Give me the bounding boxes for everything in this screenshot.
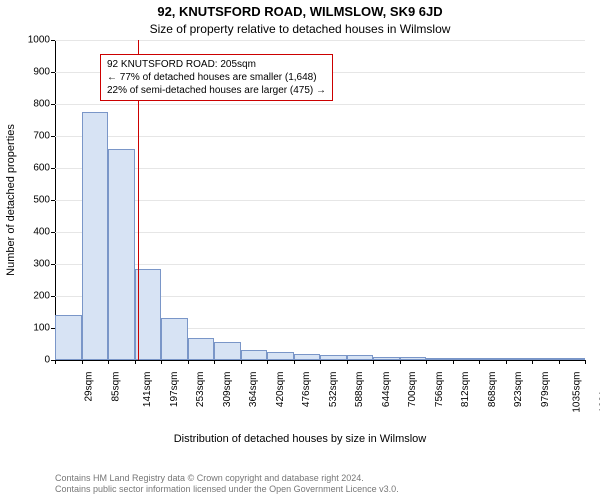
x-tick-label: 420sqm (275, 372, 286, 408)
y-tick (51, 296, 55, 297)
grid-line (55, 168, 585, 169)
chart-container: 92, KNUTSFORD ROAD, WILMSLOW, SK9 6JD Si… (0, 0, 600, 500)
y-tick-label: 1000 (10, 35, 50, 46)
annotation-box: 92 KNUTSFORD ROAD: 205sqm← 77% of detach… (100, 54, 333, 101)
histogram-bar (506, 358, 533, 360)
x-axis-title: Distribution of detached houses by size … (0, 433, 600, 445)
x-tick (214, 360, 215, 364)
y-tick-label: 0 (10, 355, 50, 366)
x-tick-label: 979sqm (540, 372, 551, 408)
x-tick-label: 812sqm (460, 372, 471, 408)
x-tick (188, 360, 189, 364)
histogram-bar (108, 149, 135, 360)
x-tick (320, 360, 321, 364)
y-tick (51, 136, 55, 137)
histogram-bar (55, 315, 82, 360)
y-tick-label: 500 (10, 195, 50, 206)
annotation-line: ← 77% of detached houses are smaller (1,… (107, 71, 326, 84)
x-tick (267, 360, 268, 364)
y-tick-label: 900 (10, 67, 50, 78)
x-tick-label: 868sqm (487, 372, 498, 408)
y-tick-label: 300 (10, 259, 50, 270)
attribution-line-2: Contains public sector information licen… (55, 484, 585, 496)
x-tick-label: 29sqm (84, 372, 95, 402)
histogram-bar (188, 338, 215, 360)
x-tick (241, 360, 242, 364)
x-tick (479, 360, 480, 364)
grid-line (55, 200, 585, 201)
annotation-line: 92 KNUTSFORD ROAD: 205sqm (107, 58, 326, 71)
x-tick (532, 360, 533, 364)
x-tick (585, 360, 586, 364)
grid-line (55, 136, 585, 137)
y-tick-label: 800 (10, 99, 50, 110)
histogram-bar (479, 358, 506, 360)
x-tick (506, 360, 507, 364)
plot-area: 0100200300400500600700800900100029sqm85s… (55, 40, 585, 361)
x-tick (373, 360, 374, 364)
x-tick-label: 364sqm (248, 372, 259, 408)
x-tick (108, 360, 109, 364)
x-tick-label: 253sqm (195, 372, 206, 408)
x-tick-label: 309sqm (222, 372, 233, 408)
x-tick-label: 197sqm (169, 372, 180, 408)
x-tick (400, 360, 401, 364)
attribution-line-1: Contains HM Land Registry data © Crown c… (55, 473, 585, 485)
y-tick-label: 100 (10, 323, 50, 334)
y-tick (51, 168, 55, 169)
histogram-bar (400, 357, 427, 360)
y-tick (51, 104, 55, 105)
x-tick-label: 700sqm (407, 372, 418, 408)
x-tick-label: 532sqm (328, 372, 339, 408)
histogram-bar (347, 355, 374, 360)
x-tick-label: 85sqm (110, 372, 121, 402)
x-tick (347, 360, 348, 364)
y-tick (51, 72, 55, 73)
x-tick (55, 360, 56, 364)
chart-subtitle: Size of property relative to detached ho… (0, 22, 600, 36)
x-tick (453, 360, 454, 364)
y-tick-label: 200 (10, 291, 50, 302)
x-tick-label: 644sqm (381, 372, 392, 408)
y-tick-label: 600 (10, 163, 50, 174)
histogram-bar (267, 352, 294, 360)
y-tick (51, 264, 55, 265)
annotation-line: 22% of semi-detached houses are larger (… (107, 84, 326, 97)
histogram-bar (453, 358, 480, 360)
y-tick (51, 232, 55, 233)
x-tick (161, 360, 162, 364)
attribution-block: Contains HM Land Registry data © Crown c… (55, 473, 585, 496)
histogram-bar (426, 358, 453, 360)
histogram-bar (559, 358, 586, 360)
grid-line (55, 104, 585, 105)
x-tick (294, 360, 295, 364)
chart-title-address: 92, KNUTSFORD ROAD, WILMSLOW, SK9 6JD (0, 4, 600, 19)
x-tick (135, 360, 136, 364)
y-tick (51, 40, 55, 41)
histogram-bar (373, 357, 400, 360)
x-tick-label: 756sqm (434, 372, 445, 408)
y-tick (51, 200, 55, 201)
histogram-bar (214, 342, 241, 360)
x-tick-label: 588sqm (354, 372, 365, 408)
x-tick-label: 923sqm (513, 372, 524, 408)
x-tick-label: 141sqm (142, 372, 153, 408)
histogram-bar (532, 358, 559, 360)
histogram-bar (82, 112, 109, 360)
y-tick-label: 700 (10, 131, 50, 142)
x-tick (82, 360, 83, 364)
chart-plot-wrap: 0100200300400500600700800900100029sqm85s… (55, 40, 585, 430)
x-tick-label: 476sqm (301, 372, 312, 408)
histogram-bar (320, 355, 347, 360)
x-tick (426, 360, 427, 364)
grid-line (55, 232, 585, 233)
histogram-bar (241, 350, 268, 360)
y-tick-label: 400 (10, 227, 50, 238)
histogram-bar (161, 318, 188, 360)
grid-line (55, 40, 585, 41)
histogram-bar (294, 354, 321, 360)
x-tick-label: 1035sqm (572, 372, 583, 413)
x-tick (559, 360, 560, 364)
grid-line (55, 264, 585, 265)
